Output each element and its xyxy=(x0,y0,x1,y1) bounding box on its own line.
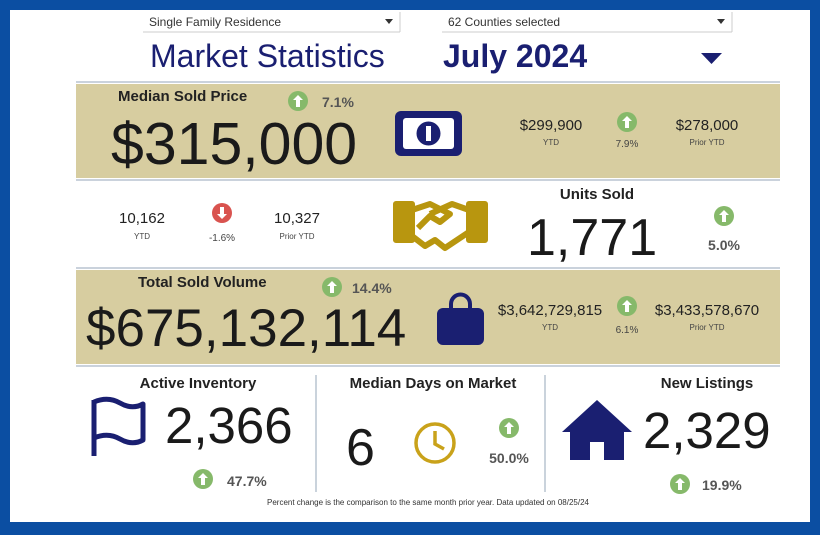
ytd: $3,642,729,815 xyxy=(498,302,602,319)
ytd-change: 6.1% xyxy=(616,325,639,336)
money-icon xyxy=(395,111,462,156)
counties-filter[interactable]: 62 Counties selected xyxy=(442,12,733,33)
value: $315,000 xyxy=(111,111,357,177)
label: New Listings xyxy=(661,375,754,392)
label: Median Sold Price xyxy=(118,88,247,105)
label: Active Inventory xyxy=(140,375,257,392)
handshake-icon xyxy=(393,201,488,251)
value: 1,771 xyxy=(527,209,657,267)
change: 14.4% xyxy=(352,280,392,296)
filter-text: Single Family Residence xyxy=(149,15,281,29)
footnote: Percent change is the comparison to the … xyxy=(267,498,590,507)
band xyxy=(76,270,780,364)
period-selector[interactable]: July 2024 xyxy=(443,38,722,74)
prior-ytd-label: Prior YTD xyxy=(280,232,315,241)
house-icon xyxy=(562,400,632,460)
label: Total Sold Volume xyxy=(138,274,267,291)
label: Median Days on Market xyxy=(350,375,517,392)
value: $675,132,114 xyxy=(86,299,406,358)
change: 5.0% xyxy=(708,237,740,253)
ytd-label: YTD xyxy=(134,232,150,241)
flag-icon xyxy=(91,396,146,456)
ytd-change: 7.9% xyxy=(616,139,639,150)
ytd-label: YTD xyxy=(543,138,559,147)
value: 2,329 xyxy=(643,402,771,459)
prior-ytd: $3,433,578,670 xyxy=(655,302,759,319)
ytd: $299,900 xyxy=(520,117,583,134)
ytd-change: -1.6% xyxy=(209,233,235,244)
value: 6 xyxy=(346,419,375,477)
ytd: 10,162 xyxy=(119,210,165,227)
change: 19.9% xyxy=(702,477,742,493)
prior-ytd-label: Prior YTD xyxy=(690,323,725,332)
period: July 2024 xyxy=(443,38,587,74)
value: 2,366 xyxy=(165,397,293,454)
change: 50.0% xyxy=(489,450,529,466)
label: Units Sold xyxy=(560,186,634,203)
change: 47.7% xyxy=(227,473,267,489)
title: Market Statistics xyxy=(150,38,385,74)
bag-icon xyxy=(437,292,484,345)
property-type-filter[interactable]: Single Family Residence xyxy=(143,12,401,33)
change: 7.1% xyxy=(322,94,354,110)
filter-text: 62 Counties selected xyxy=(448,15,560,29)
prior-ytd: $278,000 xyxy=(676,117,739,134)
prior-ytd: 10,327 xyxy=(274,210,320,227)
prior-ytd-label: Prior YTD xyxy=(690,138,725,147)
clock-icon xyxy=(414,422,456,464)
ytd-label: YTD xyxy=(542,323,558,332)
